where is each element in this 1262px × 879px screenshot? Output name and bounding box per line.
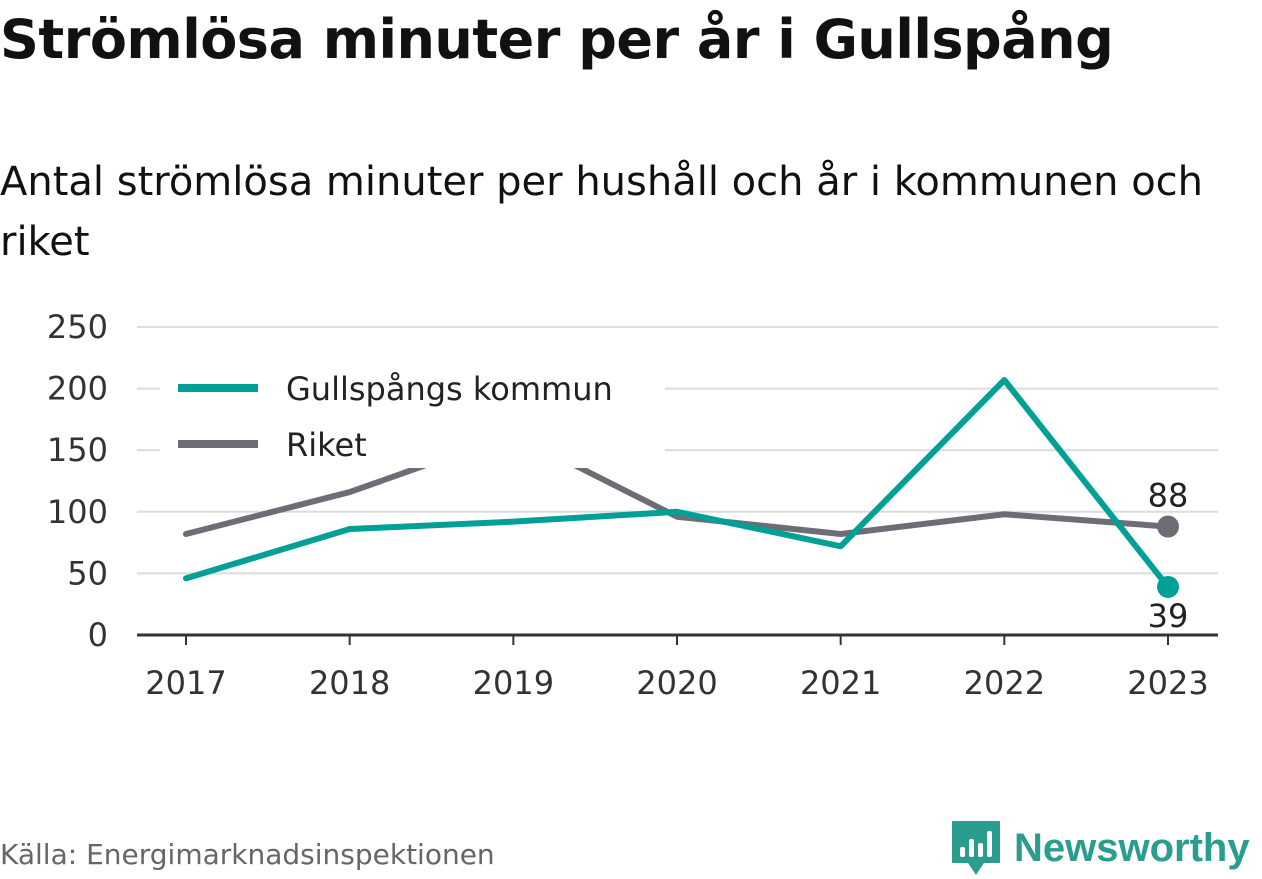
source-note: Källa: Energimarknadsinspektionen — [0, 838, 495, 871]
x-tick-label: 2020 — [636, 664, 717, 702]
series-end-point — [1157, 575, 1179, 598]
series-end-point — [1157, 515, 1179, 538]
x-tick-label: 2022 — [964, 664, 1045, 702]
series-group — [183, 376, 1179, 598]
y-tick-label: 150 — [47, 431, 108, 469]
data-label-riket: 88 — [1148, 477, 1189, 515]
series-line-riket — [183, 431, 1171, 537]
legend-label: Riket — [286, 426, 367, 464]
x-tick-label: 2023 — [1127, 664, 1208, 702]
legend-label: Gullspångs kommun — [286, 370, 613, 408]
legend-background — [160, 358, 665, 468]
axes: 0 50 100 150 200 250 2017 2018 2019 2020 2021 2022 2… — [47, 308, 1218, 702]
x-tick-label: 2018 — [309, 664, 390, 702]
legend: Gullspångs kommun Riket — [160, 358, 665, 468]
y-tick-label: 250 — [47, 308, 108, 346]
chart-title: Strömlösa minuter per år i Gullspång — [0, 8, 1114, 71]
brand-name: Newsworthy — [1014, 825, 1250, 870]
y-tick-label: 200 — [47, 370, 108, 408]
data-label-halo: 39 — [1148, 597, 1189, 635]
x-tick-label: 2019 — [473, 664, 554, 702]
x-tick-label: 2021 — [800, 664, 881, 702]
brand-logo: Newsworthy — [950, 818, 1250, 878]
y-tick-label: 50 — [67, 554, 108, 592]
x-tick-label: 2017 — [145, 664, 226, 702]
y-tick-label: 100 — [47, 493, 108, 531]
series-line-kommun — [183, 376, 1171, 590]
data-label-kommun: 39 — [1148, 597, 1189, 635]
newsworthy-logo-icon — [952, 821, 1000, 875]
chart-subtitle: Antal strömlösa minuter per hushåll och … — [0, 159, 1204, 265]
y-tick-label: 0 — [88, 616, 108, 654]
